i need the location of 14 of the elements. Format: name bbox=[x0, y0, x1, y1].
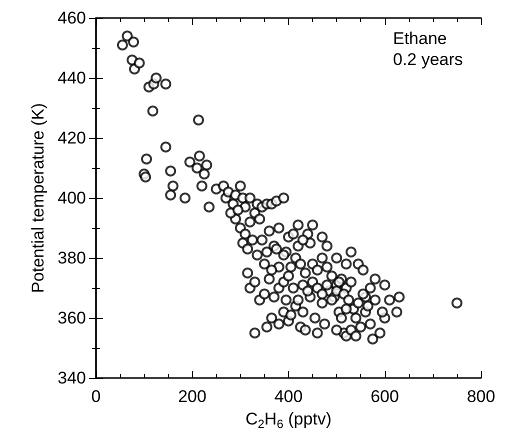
y-tick-label: 360 bbox=[58, 308, 86, 328]
x-tick-label: 0 bbox=[91, 387, 101, 406]
annotation: Ethane 0.2 years bbox=[393, 29, 463, 69]
y-tick-label: 340 bbox=[58, 368, 86, 388]
y-tick-label: 380 bbox=[58, 248, 86, 268]
x-tick-label: 200 bbox=[178, 387, 206, 406]
y-tick-label: 420 bbox=[58, 128, 86, 148]
y-tick-label: 460 bbox=[58, 8, 86, 28]
y-tick-label: 440 bbox=[58, 68, 86, 88]
y-tick-label: 400 bbox=[58, 188, 86, 208]
x-tick-label: 800 bbox=[466, 387, 496, 406]
y-axis-title: Potential temperature (K) bbox=[28, 103, 48, 293]
x-tick-label: 600 bbox=[370, 387, 399, 406]
x-tick-label: 400 bbox=[274, 387, 303, 406]
